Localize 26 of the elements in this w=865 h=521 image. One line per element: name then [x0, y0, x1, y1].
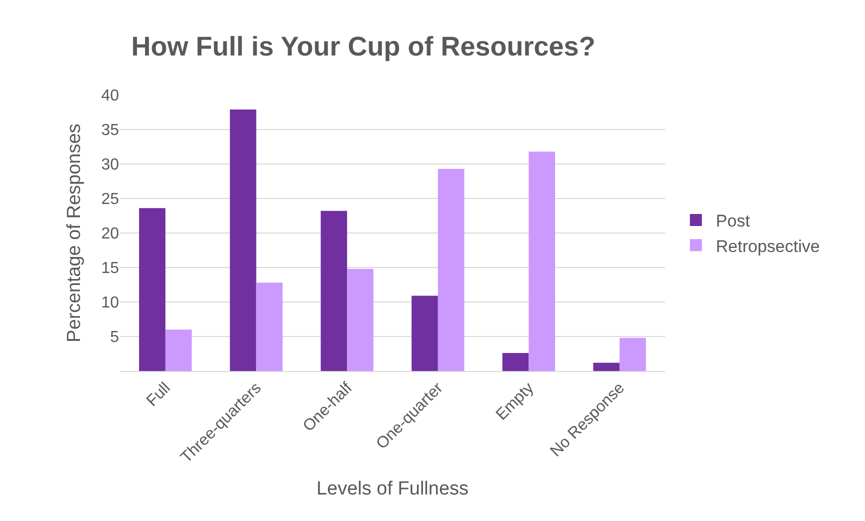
bar — [438, 168, 464, 371]
y-tick-label: 35 — [101, 122, 120, 140]
bar — [502, 353, 529, 371]
x-tick-label: Full — [144, 380, 174, 410]
bar — [620, 338, 646, 371]
legend-label: Retropsective — [716, 236, 820, 256]
y-tick-label: 5 — [110, 329, 120, 346]
y-axis-title: Percentage of Responses — [64, 124, 86, 342]
bar — [593, 362, 620, 371]
bar — [230, 109, 256, 371]
y-tick-label: 25 — [101, 191, 120, 208]
bar — [412, 296, 438, 371]
chart-title: How Full is Your Cup of Resources? — [131, 31, 596, 62]
bar — [139, 208, 166, 371]
x-axis-title: Levels of Fullness — [316, 478, 469, 500]
y-tick-label: 40 — [101, 88, 120, 105]
bar — [347, 268, 374, 371]
y-tick-label: 30 — [101, 156, 120, 174]
y-tick-label: 15 — [101, 260, 120, 278]
bar — [528, 152, 556, 371]
bar — [256, 282, 283, 371]
bar — [165, 330, 192, 371]
y-tick-label: 20 — [101, 226, 120, 243]
legend-label: Post — [716, 212, 750, 231]
y-tick-label: 10 — [101, 294, 120, 312]
bar — [320, 210, 348, 371]
